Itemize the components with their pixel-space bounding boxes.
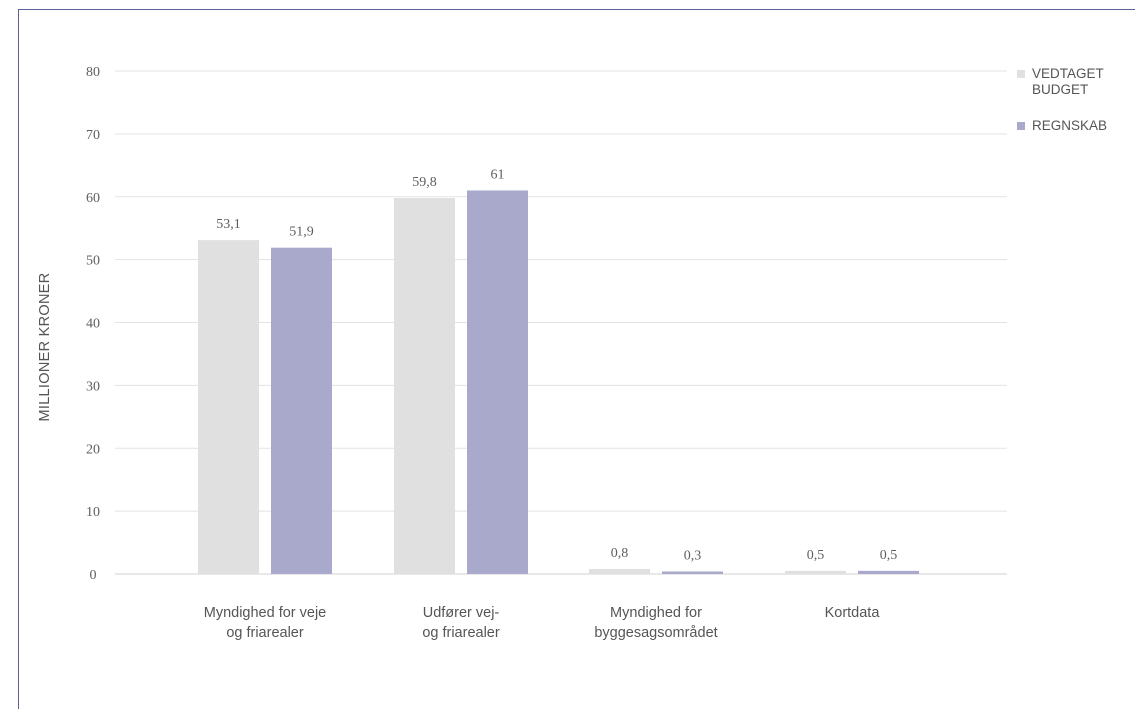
- y-tick-label: 20: [86, 442, 100, 457]
- chart-frame: [18, 9, 1135, 709]
- x-tick-label: og friarealer: [422, 625, 500, 641]
- bar: [858, 570, 919, 574]
- bar: [589, 568, 650, 574]
- legend-swatch-budget: [1017, 70, 1025, 78]
- x-tick-label: Myndighed for: [610, 605, 702, 621]
- data-label: 53,1: [216, 217, 241, 232]
- bar: [662, 571, 723, 574]
- legend-label-regnskab: REGNSKAB: [1032, 118, 1108, 133]
- category-labels: Myndighed for veje og friarealer Udfører v…: [204, 605, 881, 641]
- y-tick-label: 10: [86, 505, 100, 520]
- legend-label-budget: VEDTAGET BUDGET: [1032, 66, 1104, 97]
- data-label: 51,9: [289, 225, 314, 240]
- y-tick-label: 60: [86, 191, 100, 206]
- y-tick-label: 50: [86, 254, 100, 269]
- data-label: 61: [491, 167, 505, 182]
- x-tick-label: Udfører vej-: [423, 605, 500, 621]
- legend-item-regnskab: REGNSKAB: [1017, 118, 1135, 134]
- data-label: 0,8: [611, 546, 629, 561]
- bars: [198, 190, 919, 575]
- data-label: 0,3: [684, 549, 702, 564]
- y-tick-label: 30: [86, 379, 100, 394]
- x-tick-label: og friarealer: [226, 625, 304, 641]
- x-tick-label: Kortdata: [825, 605, 881, 621]
- bar: [198, 240, 259, 575]
- bar: [785, 570, 846, 574]
- bar: [467, 190, 528, 574]
- bar-chart: 0 10 20 30 40 50 60 70 80 53,1 59,8 0,8 0,5 51,9 61 0,…: [37, 65, 1007, 641]
- grid-lines: [115, 70, 1007, 575]
- data-label: 0,5: [807, 548, 825, 563]
- data-label: 0,5: [880, 548, 898, 563]
- bar: [394, 198, 455, 574]
- data-label: 59,8: [412, 175, 437, 190]
- x-tick-label: Myndighed for veje: [204, 605, 327, 621]
- bar: [271, 247, 332, 574]
- x-tick-label: byggesagsområdet: [594, 625, 717, 641]
- y-axis-ticks: 0 10 20 30 40 50 60 70 80: [86, 65, 100, 583]
- legend-item-budget: VEDTAGET BUDGET: [1017, 66, 1135, 98]
- y-axis-label: MILLIONER KRONER: [37, 272, 53, 421]
- legend: VEDTAGET BUDGET REGNSKAB: [1017, 66, 1135, 154]
- y-tick-label: 0: [90, 568, 97, 583]
- value-labels: 53,1 59,8 0,8 0,5 51,9 61 0,3 0,5: [216, 167, 897, 563]
- legend-swatch-regnskab: [1017, 122, 1025, 130]
- y-tick-label: 70: [86, 128, 100, 143]
- y-tick-label: 40: [86, 317, 100, 332]
- y-tick-label: 80: [86, 65, 100, 80]
